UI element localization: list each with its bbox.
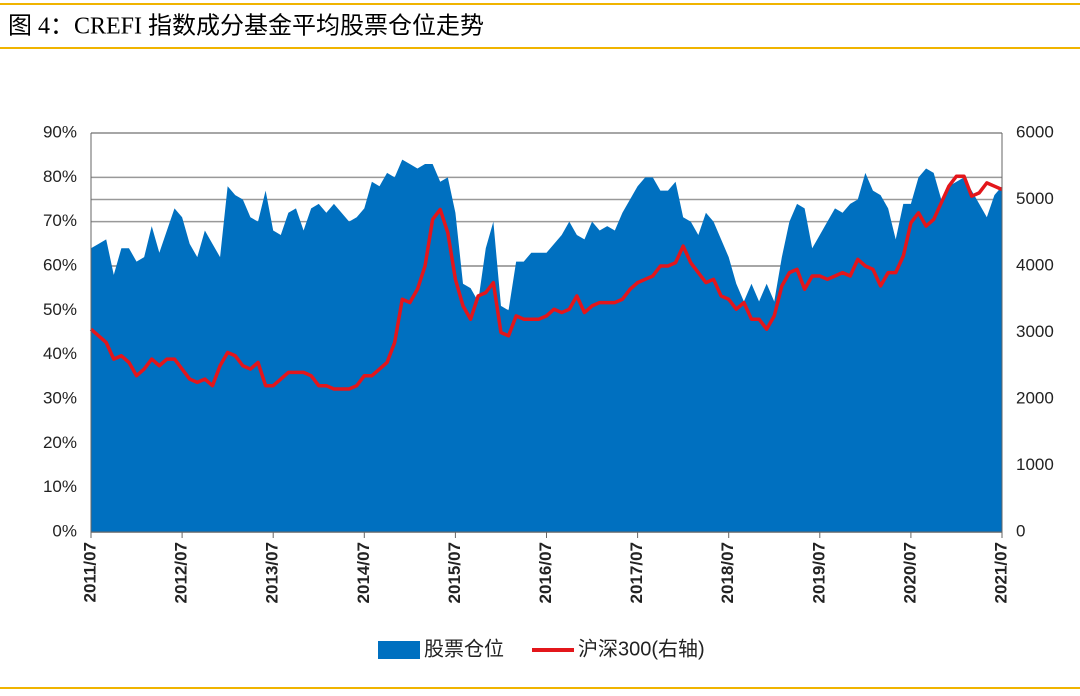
- x-tick-label: 2013/07: [263, 542, 282, 603]
- y2-tick-label: 1000: [1016, 455, 1054, 474]
- line: [89, 174, 1003, 391]
- y2-tick-label: 6000: [1016, 122, 1054, 141]
- y2-tick-label: 0: [1016, 521, 1025, 540]
- x-tick-label: 2011/07: [80, 542, 99, 603]
- y-tick-label: 40%: [43, 344, 77, 363]
- chart-title: 图 4：CREFI 指数成分基金平均股票仓位走势: [8, 13, 484, 40]
- y2-tick-label: 3000: [1016, 322, 1054, 341]
- x-tick-label: 2016/07: [536, 542, 555, 603]
- x-tick-label: 2015/07: [445, 542, 464, 603]
- x-tick-label: 2014/07: [354, 542, 373, 603]
- x-tick-label: 2012/07: [172, 542, 191, 603]
- y-tick-label: 70%: [43, 211, 77, 230]
- legend-swatch: [378, 641, 420, 659]
- y-tick-label: 90%: [43, 122, 77, 141]
- y-tick-label: 30%: [43, 388, 77, 407]
- x-tick-label: 2018/07: [718, 542, 737, 603]
- y2-tick-label: 5000: [1016, 189, 1054, 208]
- legend-label: 沪深300(右轴): [578, 637, 705, 660]
- x-tick-label: 2020/07: [900, 542, 919, 603]
- area: [91, 159, 1002, 532]
- x-tick-label: 2021/07: [991, 542, 1010, 603]
- x-tick-label: 2017/07: [627, 542, 646, 603]
- y-tick-label: 50%: [43, 300, 77, 319]
- y-tick-label: 0%: [52, 521, 77, 540]
- legend-label: 股票仓位: [424, 637, 504, 660]
- y-tick-label: 20%: [43, 433, 77, 452]
- y2-tick-label: 4000: [1016, 255, 1054, 274]
- y2-tick-label: 2000: [1016, 388, 1054, 407]
- x-tick-label: 2019/07: [809, 542, 828, 603]
- y-tick-label: 10%: [43, 477, 77, 496]
- y-tick-label: 80%: [43, 167, 77, 186]
- y-tick-label: 60%: [43, 255, 77, 274]
